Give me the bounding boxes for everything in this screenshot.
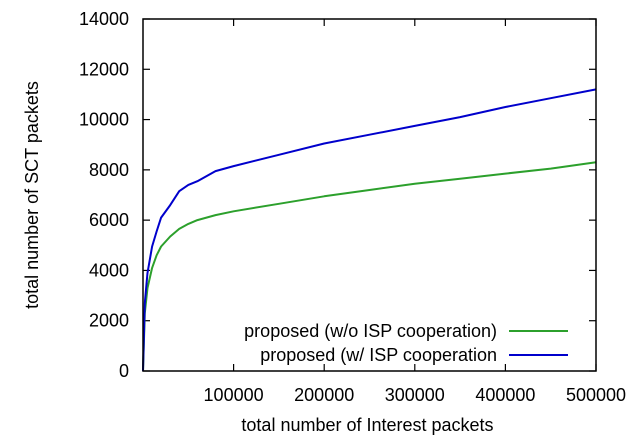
y-tick-label: 8000 xyxy=(89,160,129,180)
x-tick-label: 500000 xyxy=(566,385,626,405)
x-tick-label: 100000 xyxy=(204,385,264,405)
y-tick-label: 14000 xyxy=(79,9,129,29)
legend: proposed (w/o ISP cooperation) proposed (… xyxy=(244,321,568,365)
x-axis-title: total number of Interest packets xyxy=(241,415,493,435)
y-tick-label: 12000 xyxy=(79,59,129,79)
legend-label-2: proposed (w/ ISP cooperation xyxy=(260,345,497,365)
series-lines xyxy=(142,88,597,372)
series-line-2 xyxy=(142,88,597,372)
x-tick-label: 200000 xyxy=(294,385,354,405)
y-tick-label: 6000 xyxy=(89,210,129,230)
y-tick-label: 4000 xyxy=(89,260,129,280)
x-tick-label: 400000 xyxy=(475,385,535,405)
y-axis-ticks: 0 2000 4000 6000 8000 10000 12000 14000 xyxy=(79,9,596,381)
x-tick-label: 300000 xyxy=(385,385,445,405)
y-tick-label: 10000 xyxy=(79,110,129,130)
legend-label-1: proposed (w/o ISP cooperation) xyxy=(244,321,497,341)
y-axis-title: total number of SCT packets xyxy=(22,81,42,309)
x-axis-ticks: 100000 200000 300000 400000 500000 xyxy=(204,19,626,405)
y-tick-label: 2000 xyxy=(89,311,129,331)
y-tick-label: 0 xyxy=(119,361,129,381)
series-line-1 xyxy=(142,161,597,372)
plot-frame xyxy=(142,18,597,372)
